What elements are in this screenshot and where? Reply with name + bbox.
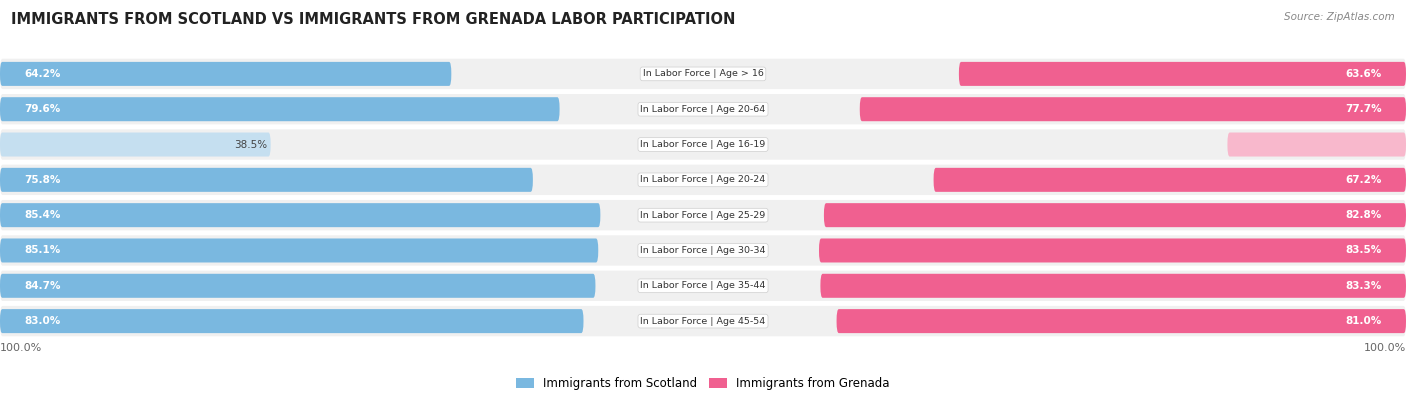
FancyBboxPatch shape [0, 168, 533, 192]
FancyBboxPatch shape [818, 239, 1406, 263]
Text: Source: ZipAtlas.com: Source: ZipAtlas.com [1284, 12, 1395, 22]
FancyBboxPatch shape [959, 62, 1406, 86]
Text: In Labor Force | Age 30-34: In Labor Force | Age 30-34 [640, 246, 766, 255]
FancyBboxPatch shape [1227, 132, 1406, 156]
Text: 64.2%: 64.2% [25, 69, 60, 79]
Text: 100.0%: 100.0% [0, 343, 42, 353]
FancyBboxPatch shape [0, 271, 1406, 301]
Text: 67.2%: 67.2% [1346, 175, 1381, 185]
Text: 77.7%: 77.7% [1344, 104, 1381, 114]
FancyBboxPatch shape [0, 62, 451, 86]
Text: 83.3%: 83.3% [1346, 281, 1381, 291]
Text: In Labor Force | Age 16-19: In Labor Force | Age 16-19 [640, 140, 766, 149]
Text: 75.8%: 75.8% [25, 175, 60, 185]
FancyBboxPatch shape [0, 97, 560, 121]
FancyBboxPatch shape [860, 97, 1406, 121]
FancyBboxPatch shape [0, 306, 1406, 336]
FancyBboxPatch shape [0, 309, 583, 333]
FancyBboxPatch shape [0, 129, 1406, 160]
FancyBboxPatch shape [0, 59, 1406, 89]
Text: IMMIGRANTS FROM SCOTLAND VS IMMIGRANTS FROM GRENADA LABOR PARTICIPATION: IMMIGRANTS FROM SCOTLAND VS IMMIGRANTS F… [11, 12, 735, 27]
Text: In Labor Force | Age > 16: In Labor Force | Age > 16 [643, 70, 763, 78]
FancyBboxPatch shape [0, 132, 270, 156]
FancyBboxPatch shape [821, 274, 1406, 298]
Text: In Labor Force | Age 25-29: In Labor Force | Age 25-29 [640, 211, 766, 220]
Text: 83.0%: 83.0% [25, 316, 60, 326]
Text: 63.6%: 63.6% [1346, 69, 1381, 79]
Text: In Labor Force | Age 45-54: In Labor Force | Age 45-54 [640, 317, 766, 325]
FancyBboxPatch shape [0, 94, 1406, 124]
Text: 38.5%: 38.5% [233, 139, 267, 150]
FancyBboxPatch shape [0, 203, 600, 227]
Text: 100.0%: 100.0% [1364, 343, 1406, 353]
FancyBboxPatch shape [824, 203, 1406, 227]
FancyBboxPatch shape [0, 200, 1406, 230]
FancyBboxPatch shape [0, 235, 1406, 266]
FancyBboxPatch shape [837, 309, 1406, 333]
Legend: Immigrants from Scotland, Immigrants from Grenada: Immigrants from Scotland, Immigrants fro… [516, 377, 890, 390]
Text: In Labor Force | Age 20-24: In Labor Force | Age 20-24 [640, 175, 766, 184]
Text: 83.5%: 83.5% [1346, 245, 1381, 256]
Text: 85.4%: 85.4% [25, 210, 60, 220]
Text: In Labor Force | Age 20-64: In Labor Force | Age 20-64 [640, 105, 766, 114]
Text: In Labor Force | Age 35-44: In Labor Force | Age 35-44 [640, 281, 766, 290]
Text: 81.0%: 81.0% [1346, 316, 1381, 326]
Text: 85.1%: 85.1% [25, 245, 60, 256]
FancyBboxPatch shape [0, 165, 1406, 195]
Text: 82.8%: 82.8% [1346, 210, 1381, 220]
Text: 79.6%: 79.6% [25, 104, 60, 114]
FancyBboxPatch shape [0, 274, 596, 298]
FancyBboxPatch shape [934, 168, 1406, 192]
Text: 84.7%: 84.7% [25, 281, 60, 291]
FancyBboxPatch shape [0, 239, 599, 263]
